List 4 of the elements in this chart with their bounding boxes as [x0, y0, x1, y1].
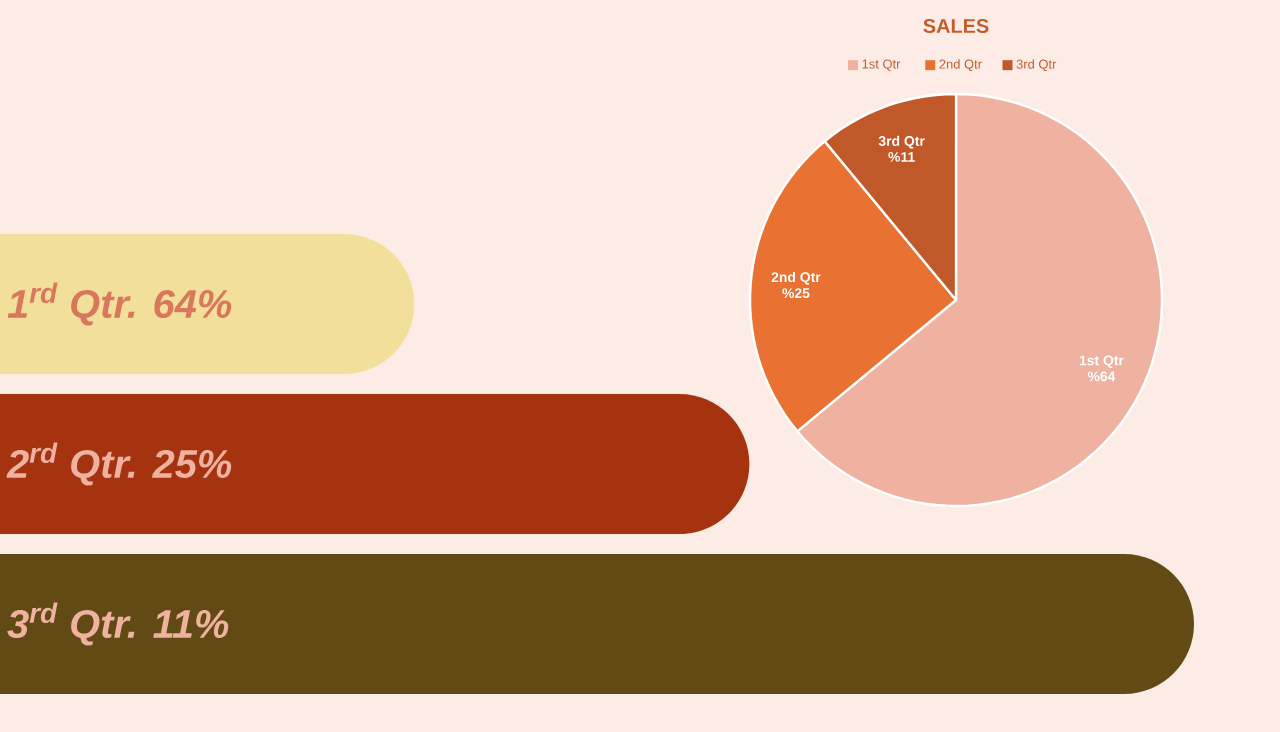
annotation: 3$^{rd}$ Qtr. 11% — [7, 602, 229, 646]
annotation: 1$^{rd}$ Qtr. 64% — [7, 282, 232, 326]
chart-title: SALES — [923, 18, 989, 34]
annotation: 2$^{rd}$ Qtr. 25% — [6, 442, 232, 486]
